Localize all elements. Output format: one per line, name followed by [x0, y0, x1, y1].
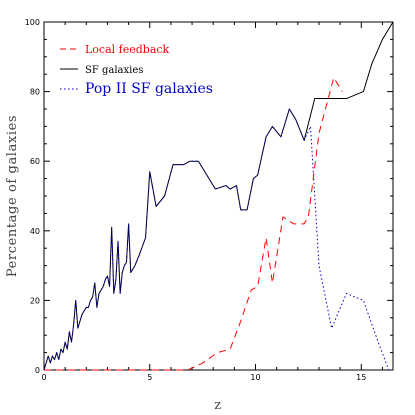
y-tick-label: 80: [30, 88, 40, 97]
x-tick-label: 5: [147, 373, 152, 382]
legend-label: Local feedback: [85, 43, 170, 56]
y-tick-label: 100: [25, 18, 40, 27]
axis-ticks: 0 5 10 15 0 20 40 60 80 100: [25, 18, 393, 382]
x-tick-label: 15: [356, 373, 366, 382]
y-tick-label: 60: [30, 157, 40, 166]
series-line-pop-ii-sf-galaxies: [43, 108, 390, 371]
legend-label: Pop II SF galaxies: [85, 81, 213, 97]
legend-label: SF galaxies: [85, 65, 143, 76]
series-layer: [43, 21, 394, 371]
x-axis-label: z: [214, 398, 221, 413]
y-axis-label: Percentage of galaxies: [5, 115, 20, 277]
legend: Local feedback SF galaxies Pop II SF galax…: [60, 43, 213, 97]
y-tick-label: 0: [35, 366, 40, 375]
y-tick-label: 40: [30, 227, 40, 236]
series-line-local-feedback: [44, 77, 343, 371]
x-tick-label: 10: [250, 373, 260, 382]
y-tick-label: 20: [30, 296, 40, 305]
x-tick-label: 0: [41, 373, 46, 382]
